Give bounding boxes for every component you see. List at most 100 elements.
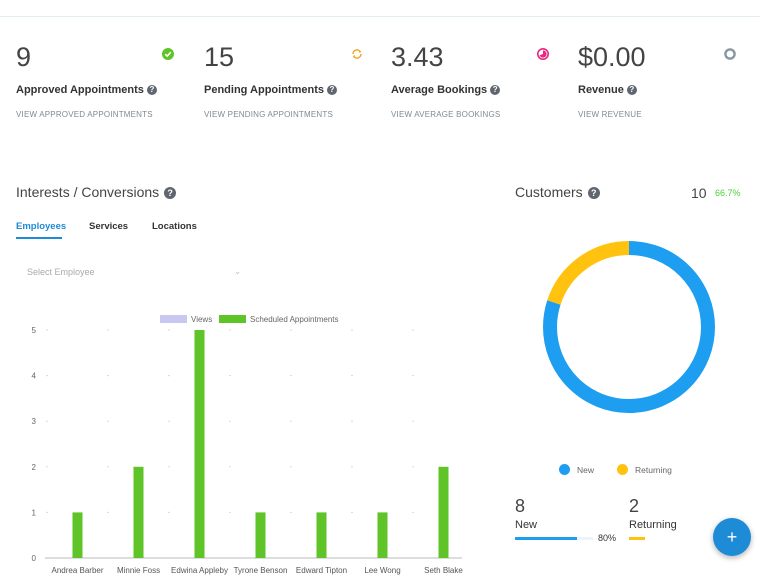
grid-dot	[412, 466, 414, 468]
grid-dot	[351, 511, 353, 513]
customers-title: Customers?	[515, 184, 600, 200]
donut-slice-returning[interactable]	[543, 241, 715, 413]
stat-revenue: $0.00 Revenue? VIEW REVENUE	[578, 40, 758, 119]
x-tick-label: Minnie Foss	[117, 566, 160, 575]
legend-swatch-scheduled[interactable]	[219, 315, 246, 323]
grid-dot	[412, 420, 414, 422]
tab-services[interactable]: Services	[89, 221, 129, 232]
customers-count: 10	[691, 185, 707, 201]
grid-dot	[46, 420, 48, 422]
grid-dot	[168, 466, 170, 468]
tab-employees[interactable]: Employees	[16, 221, 67, 232]
bar-scheduled	[316, 512, 327, 558]
bar-scheduled	[438, 466, 449, 558]
tab-locations[interactable]: Locations	[152, 221, 197, 232]
grid-dot	[107, 329, 109, 331]
returning-progress	[629, 537, 707, 540]
check-circle-icon	[162, 48, 174, 60]
grid-dot	[168, 511, 170, 513]
grid-dot	[229, 466, 231, 468]
y-tick-label: 2	[32, 463, 37, 472]
grid-dot	[351, 329, 353, 331]
bar-scheduled	[255, 512, 266, 558]
new-progress-fill	[515, 537, 578, 540]
bar-scheduled	[133, 466, 144, 558]
grid-dot	[412, 329, 414, 331]
stat-value: 9	[16, 42, 32, 72]
bar-scheduled	[194, 330, 205, 558]
grid-dot	[229, 420, 231, 422]
ring-icon	[724, 48, 736, 60]
grid-dot	[290, 466, 292, 468]
grid-dot	[107, 420, 109, 422]
grid-dot	[290, 375, 292, 377]
grid-dot	[412, 375, 414, 377]
legend-returning[interactable]: Returning	[617, 464, 672, 475]
help-icon[interactable]: ?	[164, 187, 177, 199]
grid-dot	[229, 511, 231, 513]
help-icon[interactable]: ?	[326, 85, 337, 95]
bar-scheduled	[377, 512, 388, 558]
x-tick-label: Tyrone Benson	[234, 566, 288, 575]
y-tick-label: 0	[32, 554, 37, 563]
stat-value: 3.43	[391, 42, 444, 72]
grid-dot	[351, 375, 353, 377]
x-tick-label: Edwina Appleby	[171, 566, 228, 575]
interests-title: Interests / Conversions?	[16, 184, 177, 200]
sync-icon	[352, 49, 362, 59]
stat-value: $0.00	[578, 42, 646, 72]
legend-dot-new	[559, 464, 570, 475]
x-tick-label: Lee Wong	[364, 566, 400, 575]
legend-label-views: Views	[191, 315, 212, 324]
help-icon[interactable]: ?	[490, 85, 501, 95]
employee-select[interactable]: Select Employee ⌄	[27, 267, 245, 277]
y-tick-label: 4	[32, 372, 37, 381]
grid-dot	[351, 466, 353, 468]
stat-value: 15	[204, 42, 235, 72]
bar-chart: Views Scheduled Appointments 0 1 2 3 4 5 Andre…	[32, 315, 463, 575]
view-average-link[interactable]: VIEW AVERAGE BOOKINGS	[391, 110, 501, 119]
view-approved-link[interactable]: VIEW APPROVED APPOINTMENTS	[16, 110, 153, 119]
grid-dot	[46, 375, 48, 377]
x-tick-label: Andrea Barber	[51, 566, 103, 575]
help-icon[interactable]: ?	[146, 85, 157, 95]
y-tick-label: 1	[32, 508, 37, 517]
new-count: 8	[515, 496, 526, 516]
add-button[interactable]: +	[713, 518, 751, 556]
y-tick-label: 3	[32, 417, 37, 426]
grid-dot	[107, 466, 109, 468]
returning-progress-fill	[629, 537, 645, 540]
grid-dot	[290, 329, 292, 331]
stat-label: Average Bookings?	[391, 84, 501, 96]
grid-dot	[229, 329, 231, 331]
x-tick-label: Edward Tipton	[296, 566, 347, 575]
active-tab-indicator	[16, 237, 62, 239]
legend-new[interactable]: New	[559, 464, 594, 475]
grid-dot	[107, 375, 109, 377]
customers-percent: 66.7%	[715, 188, 741, 198]
help-icon[interactable]: ?	[587, 187, 600, 199]
view-revenue-link[interactable]: VIEW REVENUE	[578, 110, 642, 119]
stat-label: Approved Appointments?	[16, 84, 157, 96]
stat-average: 3.43 Average Bookings? VIEW AVERAGE BOOK…	[391, 40, 571, 119]
bar-scheduled	[72, 512, 83, 558]
legend-label-scheduled: Scheduled Appointments	[250, 315, 339, 324]
new-percent: 80%	[598, 533, 617, 543]
grid-dot	[46, 329, 48, 331]
y-tick-label: 5	[32, 326, 37, 335]
grid-dot	[290, 420, 292, 422]
grid-dot	[229, 375, 231, 377]
view-pending-link[interactable]: VIEW PENDING APPOINTMENTS	[204, 110, 334, 119]
new-label: New	[515, 519, 538, 531]
returning-count: 2	[629, 496, 640, 516]
grid-dot	[412, 511, 414, 513]
legend-dot-returning	[617, 464, 628, 475]
top-divider	[0, 16, 760, 17]
stat-pending: 15 Pending Appointments? VIEW PENDING AP…	[204, 40, 384, 119]
stat-approved: 9 Approved Appointments? VIEW APPROVED A…	[16, 40, 196, 119]
customers-donut	[543, 241, 715, 413]
grid-dot	[168, 329, 170, 331]
help-icon[interactable]: ?	[626, 85, 637, 95]
legend-swatch-views[interactable]	[160, 315, 187, 323]
new-progress	[515, 537, 593, 540]
